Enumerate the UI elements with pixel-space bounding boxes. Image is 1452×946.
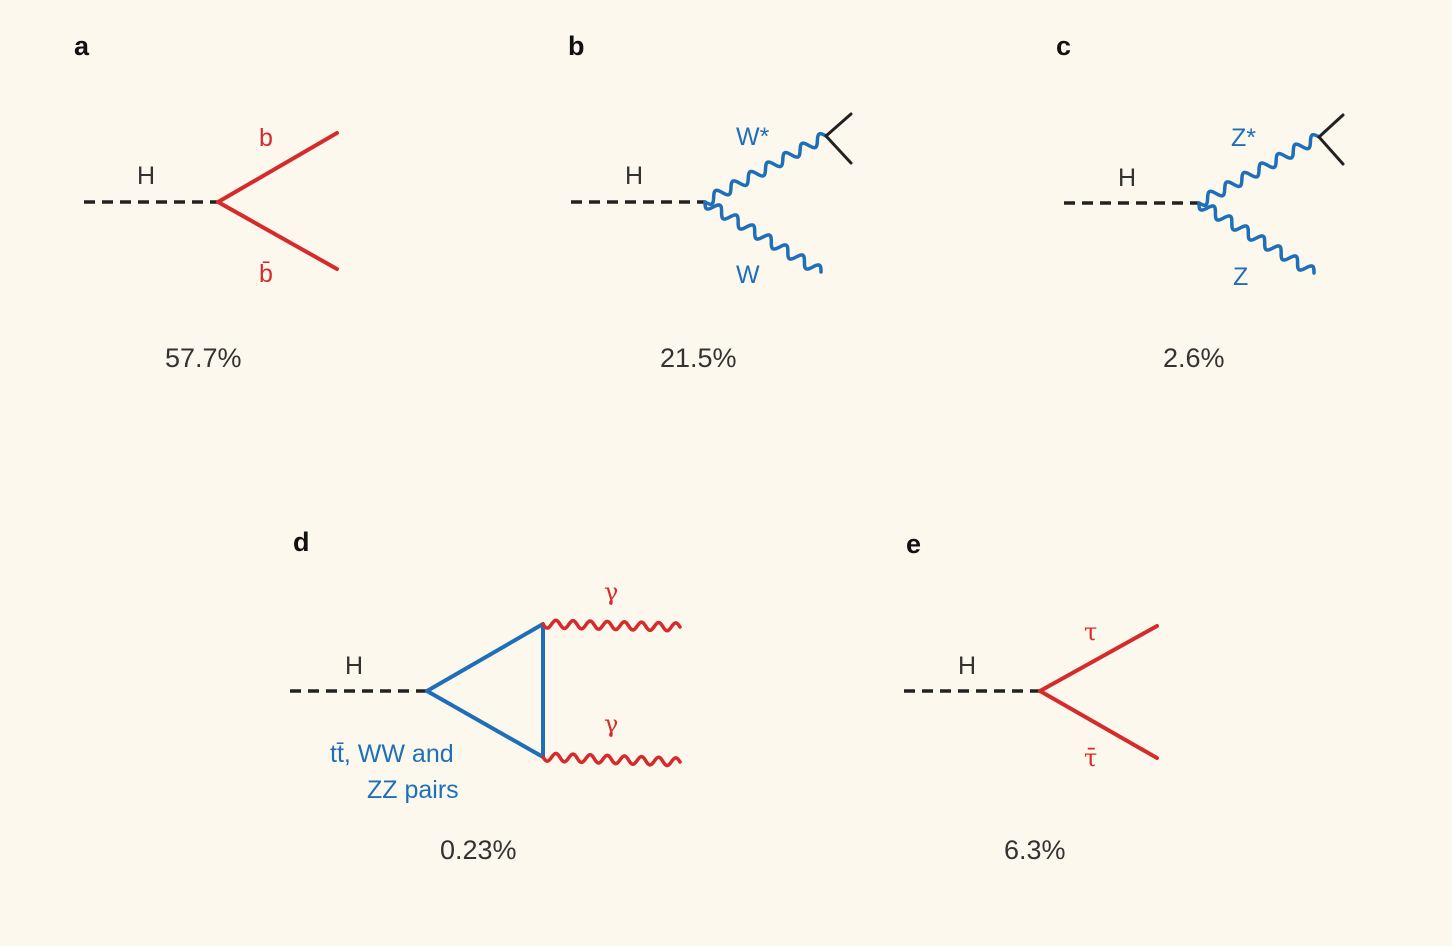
panel-letter-a: a: [74, 31, 90, 61]
photon-line-top: [541, 618, 682, 633]
panel-letter-c: c: [1056, 31, 1071, 61]
particle-label-gamma-top: γ: [604, 578, 618, 606]
panel-b: b H W* W 21.5%: [568, 31, 853, 373]
particle-label-gamma-bottom: γ: [604, 710, 618, 738]
panel-e: e H τ τ̄ 6.3%: [904, 529, 1159, 865]
decay-leg-top-b: [824, 112, 853, 138]
panel-letter-d: d: [293, 527, 310, 557]
fermion-line-b: [216, 131, 339, 204]
higgs-label-d: H: [345, 652, 363, 680]
branching-ratio-c: 2.6%: [1163, 343, 1225, 373]
boson-line-z: [1197, 201, 1316, 275]
panel-letter-b: b: [568, 31, 585, 61]
particle-label-bbar: b̄: [259, 260, 273, 288]
particle-label-wstar: W*: [736, 123, 770, 151]
branching-ratio-e: 6.3%: [1004, 835, 1066, 865]
panel-c: c H Z* Z 2.6%: [1056, 31, 1345, 373]
particle-label-z: Z: [1233, 263, 1248, 291]
boson-line-zstar: [1197, 132, 1321, 208]
decay-leg-bottom-b: [824, 134, 853, 165]
particle-label-b: b: [259, 124, 273, 152]
panel-d: d H γ γ tt̄, WW and ZZ pairs 0.23%: [290, 527, 682, 865]
boson-line-w: [703, 200, 823, 274]
higgs-label-b: H: [625, 162, 643, 190]
fermion-line-bbar: [216, 200, 339, 271]
fermion-line-tau: [1038, 624, 1159, 693]
higgs-label-e: H: [958, 652, 976, 680]
decay-leg-bottom-c: [1317, 135, 1345, 166]
higgs-label-c: H: [1118, 164, 1136, 192]
decay-leg-top-c: [1317, 113, 1345, 139]
particle-label-w: W: [736, 261, 760, 289]
loop-label-line1: tt̄, WW and: [330, 740, 454, 768]
particle-label-tau: τ: [1084, 618, 1097, 646]
fermion-loop-triangle: [425, 622, 545, 759]
branching-ratio-a: 57.7%: [165, 343, 242, 373]
panel-letter-e: e: [906, 529, 921, 559]
particle-label-zstar: Z*: [1231, 124, 1256, 152]
loop-label-line2: ZZ pairs: [367, 776, 459, 804]
boson-line-wstar: [703, 131, 828, 207]
particle-label-taubar: τ̄: [1084, 744, 1097, 772]
higgs-label-a: H: [137, 162, 155, 190]
panel-a: a H b b̄ 57.7%: [74, 31, 339, 373]
branching-ratio-d: 0.23%: [440, 835, 517, 865]
photon-line-bottom: [541, 751, 682, 768]
fermion-line-taubar: [1038, 689, 1159, 760]
branching-ratio-b: 21.5%: [660, 343, 737, 373]
